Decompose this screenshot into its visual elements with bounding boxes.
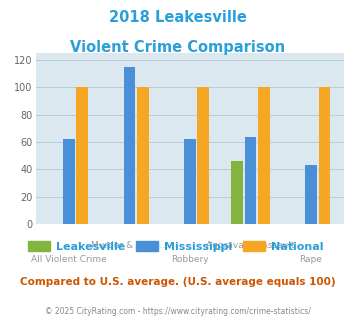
Text: Robbery: Robbery xyxy=(171,255,209,264)
Text: Murder & Mans...: Murder & Mans... xyxy=(91,241,168,250)
Bar xyxy=(318,87,330,224)
Text: Violent Crime Comparison: Violent Crime Comparison xyxy=(70,40,285,54)
Legend: Leakesville, Mississippi, National: Leakesville, Mississippi, National xyxy=(23,237,328,256)
Text: © 2025 CityRating.com - https://www.cityrating.com/crime-statistics/: © 2025 CityRating.com - https://www.city… xyxy=(45,307,310,316)
Bar xyxy=(76,87,88,224)
Text: Rape: Rape xyxy=(300,255,322,264)
Text: Aggravated Assault: Aggravated Assault xyxy=(206,241,295,250)
Bar xyxy=(184,139,196,224)
Bar xyxy=(197,87,209,224)
Bar xyxy=(63,139,75,224)
Bar xyxy=(137,87,148,224)
Text: Compared to U.S. average. (U.S. average equals 100): Compared to U.S. average. (U.S. average … xyxy=(20,277,335,287)
Bar xyxy=(231,161,243,224)
Text: All Violent Crime: All Violent Crime xyxy=(31,255,107,264)
Text: 2018 Leakesville: 2018 Leakesville xyxy=(109,10,246,25)
Bar xyxy=(305,165,317,224)
Bar xyxy=(124,67,135,224)
Bar xyxy=(258,87,270,224)
Bar xyxy=(245,137,256,224)
